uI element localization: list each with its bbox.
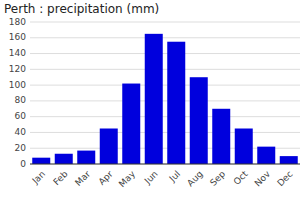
bar xyxy=(257,147,275,164)
grid-line xyxy=(30,100,300,101)
x-tick-label: Aug xyxy=(185,169,205,189)
x-axis: JanFebMar AprMayJun JulAugSep OctNovDec xyxy=(30,168,295,189)
chart-container: 020406080100120140160180JanFebMarAprMayJ… xyxy=(0,0,306,200)
y-tick-label: 180 xyxy=(9,17,26,27)
x-tick-label: Jan xyxy=(30,169,48,187)
x-tick-label: Nov xyxy=(253,168,273,188)
y-tick-label: 160 xyxy=(9,32,26,42)
bar xyxy=(122,84,140,164)
bar xyxy=(167,42,185,164)
title: Perth : precipitation (mm) xyxy=(4,2,159,16)
x-axis-line xyxy=(30,164,300,165)
grid-line xyxy=(30,37,300,38)
grid-line xyxy=(30,69,300,70)
bar xyxy=(55,154,73,164)
bar xyxy=(235,129,253,165)
y-tick-label: 100 xyxy=(9,80,26,90)
y-tick-label: 20 xyxy=(15,143,27,153)
y-tick-label: 40 xyxy=(15,127,27,137)
y-tick-label: 140 xyxy=(9,48,26,58)
bar xyxy=(280,156,298,164)
bar xyxy=(212,109,230,164)
grid-line xyxy=(30,116,300,117)
y-tick-label: 60 xyxy=(15,111,27,121)
y-tick-label: 120 xyxy=(9,64,26,74)
x-tick-label: Apr xyxy=(97,169,115,187)
chart-svg: 020406080100120140160180JanFebMarAprMayJ… xyxy=(0,0,306,200)
grid-line xyxy=(30,164,300,165)
x-tick-label: Mar xyxy=(73,169,92,188)
x-tick-label: Feb xyxy=(51,169,70,188)
x-tick-label: Sep xyxy=(208,169,227,188)
grid xyxy=(30,22,300,164)
y-tick-label: 80 xyxy=(15,95,27,105)
x-tick-label: Oct xyxy=(232,169,250,187)
y-axis: 0 20 40 60 80 100 120 140 160 180 xyxy=(9,17,26,169)
grid-line xyxy=(30,53,300,54)
bar xyxy=(145,34,163,164)
bar xyxy=(32,158,50,164)
x-tick-label: Dec xyxy=(275,169,294,188)
bars xyxy=(32,34,298,164)
x-tick-label: Jul xyxy=(167,169,182,184)
bar xyxy=(100,129,118,165)
grid-line xyxy=(30,85,300,86)
y-tick-label: 0 xyxy=(20,159,26,169)
x-tick-label: May xyxy=(117,168,138,189)
bar xyxy=(190,77,208,164)
x-tick-label: Jun xyxy=(142,169,160,187)
bar xyxy=(77,151,95,164)
grid-line xyxy=(30,132,300,133)
grid-line xyxy=(30,22,300,23)
